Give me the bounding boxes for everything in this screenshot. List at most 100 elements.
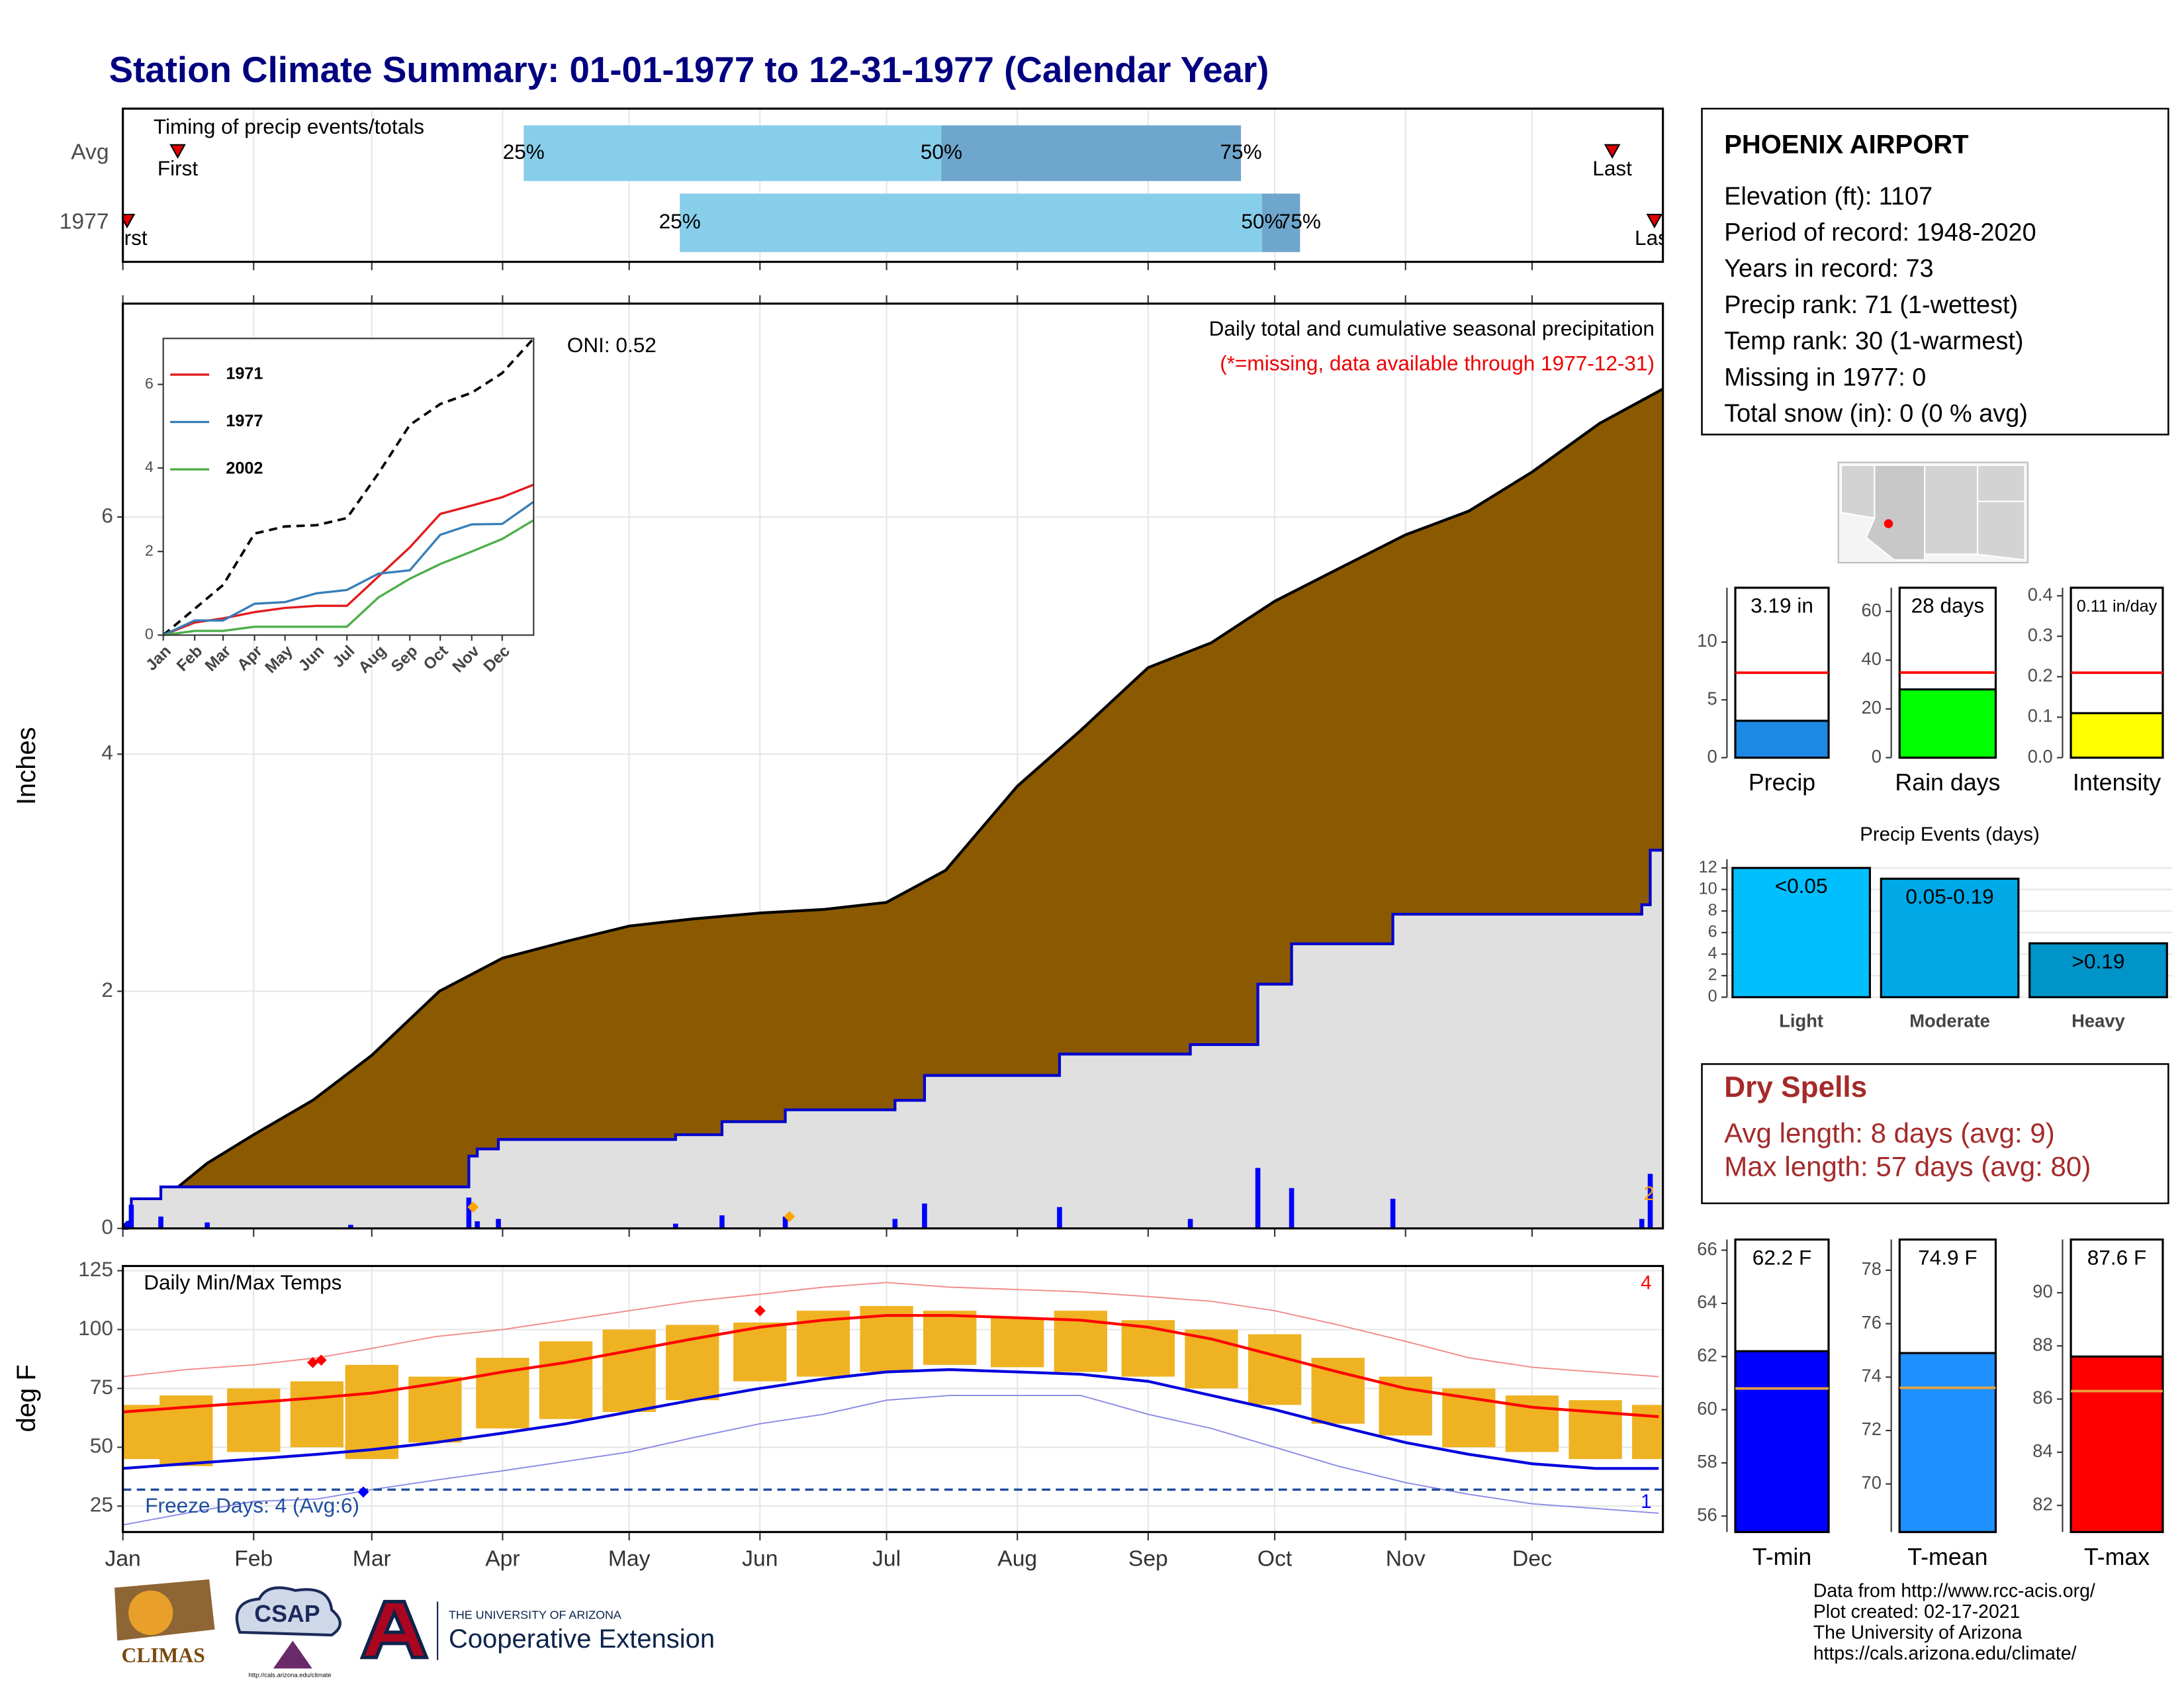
quartile-bar xyxy=(941,125,1242,181)
average-edge xyxy=(122,387,1664,1227)
x-tick-label: Feb xyxy=(234,1546,273,1571)
temp-range-bar xyxy=(290,1381,344,1448)
value-label: 87.6 F xyxy=(2087,1245,2146,1269)
y-tick-label: 6 xyxy=(101,503,113,527)
bar xyxy=(1898,1352,1997,1533)
daily-bar xyxy=(158,1216,163,1229)
y-tick-label: 4 xyxy=(101,741,113,765)
quantile-label: 50% xyxy=(921,140,962,164)
csap-mountain xyxy=(273,1640,312,1669)
climas-sun xyxy=(128,1590,173,1636)
y-tick-label: 58 xyxy=(1697,1451,1717,1472)
value-label: 74.9 F xyxy=(1918,1245,1977,1269)
y-tick-label: 10 xyxy=(1697,630,1717,651)
range-label: <0.05 xyxy=(1775,874,1828,898)
y-tick-label: 74 xyxy=(1862,1366,1882,1386)
x-tick-label: Apr xyxy=(485,1546,520,1571)
x-tick-label: Aug xyxy=(997,1546,1037,1571)
record-high-count: 4 xyxy=(1641,1272,1651,1294)
legend-label: 1971 xyxy=(226,365,263,383)
ua-text: THE UNIVERSITY OF ARIZONA xyxy=(449,1608,621,1621)
map-state xyxy=(1977,464,2026,502)
daily-bar xyxy=(719,1215,725,1229)
daily-bar xyxy=(128,1204,134,1229)
y-tick-label: 56 xyxy=(1697,1504,1717,1524)
y-tick-label: 88 xyxy=(2032,1334,2052,1354)
station-name: PHOENIX AIRPORT xyxy=(1724,130,1968,159)
marker-label: Last xyxy=(1635,226,1674,250)
y-tick-label: 0.1 xyxy=(2028,706,2053,726)
locator-map xyxy=(1837,461,2028,564)
y-tick-label: 2 xyxy=(101,978,113,1002)
daily-bar xyxy=(1647,1174,1653,1229)
record-min-line xyxy=(122,1395,1659,1526)
quantile-label: 25% xyxy=(503,140,545,164)
daily-bar xyxy=(1187,1219,1193,1229)
y-tick-label: 25 xyxy=(90,1493,113,1517)
observed-line xyxy=(122,849,1663,1230)
y-tick-label: 100 xyxy=(78,1316,113,1340)
x-tick-label: Jan xyxy=(105,1546,141,1571)
station-frame xyxy=(1701,107,2169,436)
oni-annotation: ONI: 0.52 xyxy=(567,333,657,357)
range-label: 0.05-0.19 xyxy=(1905,884,1993,908)
normal-min-line xyxy=(122,1368,1659,1470)
dry-line: Avg length: 8 days (avg: 9) xyxy=(1724,1117,2055,1149)
ua-extension: Cooperative Extension xyxy=(449,1624,715,1654)
value-label: 62.2 F xyxy=(1752,1245,1811,1269)
x-tick-label: Jul xyxy=(872,1546,901,1571)
y-tick-label: 50 xyxy=(90,1434,113,1458)
station-line: Temp rank: 30 (1-warmest) xyxy=(1724,328,2023,355)
category-label: Moderate xyxy=(1909,1011,1990,1031)
y-tick-label: 76 xyxy=(1862,1312,1882,1333)
y-tick-label: 62 xyxy=(1697,1344,1717,1365)
station-line: Total snow (in): 0 (0 % avg) xyxy=(1724,400,2028,428)
y-tick-label: 20 xyxy=(1862,697,1882,718)
y-tick-label: 60 xyxy=(1862,600,1882,620)
legend-label: 1977 xyxy=(226,412,263,430)
daily-bar xyxy=(922,1203,927,1229)
panel-title: Timing of precip events/totals xyxy=(154,115,424,138)
daily-bar xyxy=(205,1222,210,1229)
temp-range-bar xyxy=(1248,1334,1302,1405)
inset-frame xyxy=(162,338,535,636)
panel-title: Daily total and cumulative seasonal prec… xyxy=(1209,316,1655,340)
y-tick-label: 40 xyxy=(1862,648,1882,669)
climas-text: CLIMAS xyxy=(122,1644,205,1667)
panel-subtitle: (*=missing, data available through 1977-… xyxy=(1220,352,1655,375)
station-line: Years in record: 73 xyxy=(1724,255,1933,283)
count-label: 2 xyxy=(1643,1183,1654,1205)
y-tick-label: 82 xyxy=(2032,1493,2052,1514)
flag-marker xyxy=(784,1211,796,1223)
daily-bar xyxy=(892,1219,898,1229)
inset-background xyxy=(163,338,534,635)
category-label: Light xyxy=(1779,1011,1823,1031)
bar xyxy=(1731,867,1871,999)
category-label: Heavy xyxy=(2071,1011,2125,1031)
value-label: 0.11 in/day xyxy=(2077,597,2158,616)
x-tick-label: Nov xyxy=(1386,1546,1426,1571)
temp-range-bar xyxy=(666,1325,719,1401)
y-tick-label: 4 xyxy=(1708,944,1717,962)
category-label: Rain days xyxy=(1895,769,2000,796)
y-tick-label: 0 xyxy=(101,1215,113,1239)
y-axis-label: deg F xyxy=(12,1364,41,1432)
y-tick-label: 86 xyxy=(2032,1387,2052,1408)
dry-frame xyxy=(1701,1063,2169,1205)
y-tick-label: 0 xyxy=(1707,746,1717,767)
map-state xyxy=(1924,464,1979,555)
record-low-count: 1 xyxy=(1641,1491,1651,1513)
row-label: Avg xyxy=(71,140,109,164)
y-axis-label: Inches xyxy=(12,727,41,805)
credit-line: https://cals.arizona.edu/climate/ xyxy=(1813,1643,2077,1664)
y-tick-label: 12 xyxy=(1699,858,1717,876)
freeze-label: Freeze Days: 4 (Avg:6) xyxy=(145,1493,359,1517)
temp-range-bar xyxy=(227,1388,281,1452)
marker-label: First xyxy=(158,156,199,180)
y-tick-label: 60 xyxy=(1697,1398,1717,1419)
y-tick-label: 6 xyxy=(145,375,154,392)
range-label: >0.19 xyxy=(2072,949,2125,973)
category-label: T-mean xyxy=(1907,1544,1987,1570)
y-tick-label: 6 xyxy=(1708,922,1717,941)
